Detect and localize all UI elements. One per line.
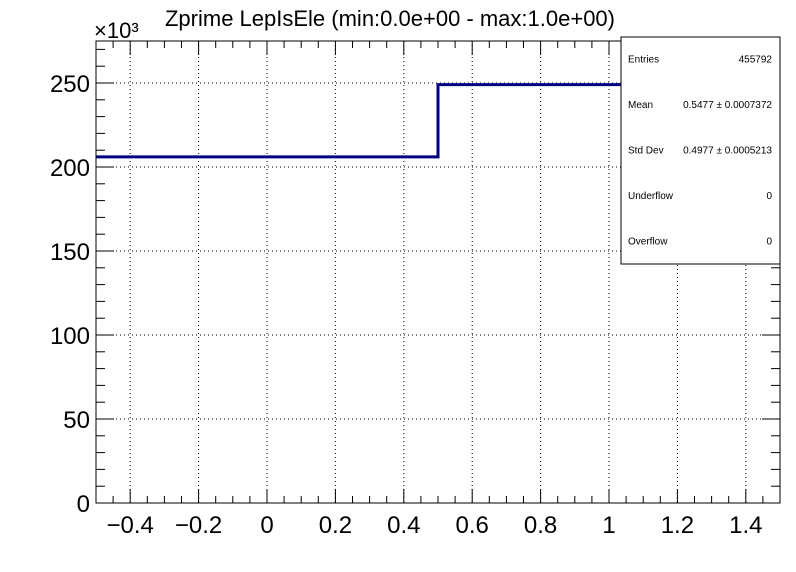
y-tick-label: 100 [50,323,90,350]
stats-label: Mean [628,100,653,111]
y-tick-label: 150 [50,239,90,266]
y-tick-label: 200 [50,155,90,182]
stats-box-frame [620,36,781,265]
y-tick-label: 0 [77,491,90,518]
stats-label: Underflow [628,191,674,202]
histogram-line [96,83,780,159]
x-tick-label: 1.2 [661,512,694,539]
stats-value: 0 [766,191,772,202]
x-tick-label: −0.2 [175,512,222,539]
x-tick-label: −0.4 [107,512,154,539]
x-tick-label: 1 [602,512,615,539]
y-tick-labels: 0 50 100 150 200 250 [50,71,90,518]
stats-label: Entries [628,55,659,66]
y-exponent-label: ×10³ [94,18,139,43]
chart-title: Zprime LepIsEle (min:0.0e+00 - max:1.0e+… [165,6,615,31]
x-tick-label: 0.8 [524,512,557,539]
stats-label: Overflow [628,236,668,247]
y-tick-label: 50 [63,407,90,434]
stats-value: 455792 [739,55,773,66]
x-tick-label: 1.4 [729,512,762,539]
stats-value: 0.4977 ± 0.0005213 [683,146,772,157]
stats-value: 0 [766,236,772,247]
x-tick-label: 0.4 [387,512,420,539]
stats-value: 0.5477 ± 0.0007372 [683,100,772,111]
x-tick-labels: −0.4 −0.2 0 0.2 0.4 0.6 0.8 1 1.2 1.4 [107,512,763,539]
x-tick-label: 0.6 [456,512,489,539]
histogram-series [96,83,780,159]
stats-label: Std Dev [628,146,664,157]
x-tick-label: 0.2 [319,512,352,539]
y-tick-label: 250 [50,71,90,98]
x-tick-label: 0 [260,512,273,539]
stats-box: Entries 455792 Mean 0.5477 ± 0.0007372 Std D… [620,36,781,265]
